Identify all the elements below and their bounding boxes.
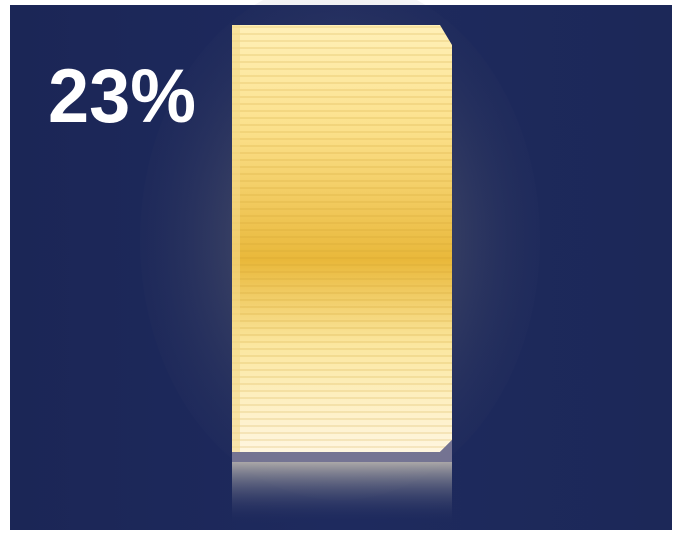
paper-edges (232, 25, 452, 452)
stack-side (232, 25, 240, 452)
reflection (232, 462, 452, 524)
caption: 23% (48, 54, 196, 139)
stack-base (232, 440, 452, 462)
